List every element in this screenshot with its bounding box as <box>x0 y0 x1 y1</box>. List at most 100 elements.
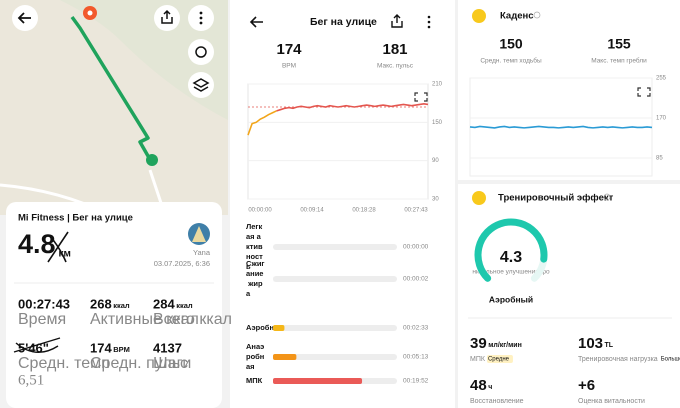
zone-bar <box>273 378 363 384</box>
badge-bg <box>659 355 680 363</box>
cadence-icon <box>472 9 486 23</box>
stat-value: 5'46" <box>18 340 49 355</box>
x-tick-label: 00:27:43 <box>404 208 428 214</box>
y-tick-label: 210 <box>432 82 443 88</box>
data-line <box>469 125 653 129</box>
training-title: Тренировочный эффект <box>498 193 614 204</box>
stat-value: 268 <box>90 296 112 311</box>
route <box>70 15 154 164</box>
training-score: 4.3 <box>500 249 522 266</box>
training-type: Аэробный <box>489 294 533 304</box>
zone-bar <box>273 325 285 331</box>
start-pin-dot <box>87 10 93 16</box>
training-panel <box>458 184 680 408</box>
y-tick-label: 90 <box>432 158 439 164</box>
stat-value: 174 <box>90 340 112 355</box>
locate-button[interactable] <box>188 39 214 65</box>
training-icon <box>472 191 486 205</box>
stat-label: Восстановление <box>470 398 524 405</box>
y-tick-label: 170 <box>656 116 667 122</box>
x-tick-label: 00:18:28 <box>352 208 376 214</box>
zone-name: Легк ая а ктив ност ь <box>246 222 263 271</box>
scribble <box>47 231 69 263</box>
zone-bar <box>273 354 297 360</box>
cadence-avg-label: Средн. темп ходьбы <box>480 57 542 65</box>
stat-label: Время <box>18 311 66 328</box>
icon <box>199 11 203 25</box>
info-icon[interactable] <box>603 193 611 201</box>
zone-track <box>273 325 397 331</box>
cadence-avg: 150 <box>499 36 523 52</box>
icon <box>161 9 173 24</box>
expand-button[interactable] <box>414 92 428 102</box>
zone-name: Сжиг ание жир а <box>246 259 265 298</box>
scribble <box>13 337 61 353</box>
badge: Средне <box>488 357 510 363</box>
heart-panel <box>230 0 455 408</box>
finish-pin <box>146 154 158 166</box>
distance-unit: км <box>59 249 71 260</box>
gauge-value <box>474 218 548 282</box>
icon <box>195 46 207 58</box>
stat-label: Тренировочная нагрузка <box>578 356 658 363</box>
x-tick-label: 00:09:14 <box>300 208 324 214</box>
share-button[interactable] <box>391 14 403 28</box>
distance: 4.8 <box>18 229 56 259</box>
stat-unit: ккал <box>176 301 193 310</box>
page-title: Бег на улице <box>310 16 377 28</box>
date: 03.07.2025, 6:36 <box>154 259 210 268</box>
x-tick-label: 00:00:00 <box>248 208 272 214</box>
expand-button[interactable] <box>637 87 651 97</box>
training-caption: нительное улучшение фо <box>472 269 550 276</box>
stat-unit: BPM <box>113 345 130 354</box>
stat-label: Средн. пульс <box>90 355 188 372</box>
back-button[interactable] <box>249 16 263 28</box>
stat-unit: мл/кг/мин <box>488 342 522 349</box>
badge: Большой <box>661 356 680 363</box>
y-tick-label: 85 <box>656 156 663 162</box>
stat-unit: TL <box>605 342 614 349</box>
layers-button[interactable] <box>188 72 214 98</box>
max-heart-label: Макс. пульс <box>377 63 414 70</box>
cadence-max-label: Макс. темп гребли <box>591 57 647 65</box>
handwritten-note: 6,51 <box>18 372 44 388</box>
zone-track <box>273 276 397 282</box>
user-name: Yana <box>193 248 211 257</box>
stat-label: Средн. темп <box>18 355 110 372</box>
stat-value: 103 <box>578 335 603 352</box>
y-tick-label: 150 <box>432 120 443 126</box>
stat-label: Оценка витальности <box>578 398 645 405</box>
cadence-max: 155 <box>607 36 631 52</box>
badge-bg <box>486 355 513 363</box>
zone-time: 00:19:52 <box>403 378 429 385</box>
cadence-title: Каденс <box>500 11 534 22</box>
zone-track <box>273 244 397 250</box>
icon <box>192 78 210 92</box>
stat-value: 00:27:43 <box>18 296 70 311</box>
stat-value: 4137 <box>153 340 182 355</box>
icon <box>17 12 31 24</box>
zone-name: МПК <box>246 376 263 385</box>
zone-track <box>273 354 397 360</box>
stat-label: Шаги <box>153 355 191 372</box>
info-icon[interactable] <box>533 11 541 19</box>
run-card <box>6 202 222 408</box>
avg-heart-unit: BPM <box>282 63 296 70</box>
avg-heart: 174 <box>276 41 302 58</box>
y-tick-label: 255 <box>656 76 667 82</box>
zone-time: 00:02:33 <box>403 325 429 332</box>
app-title: Mi Fitness | Бег на улице <box>18 213 133 224</box>
avatar-art <box>192 226 206 242</box>
stat-value: 284 <box>153 296 175 311</box>
zone-time: 00:00:00 <box>403 244 429 251</box>
stat-unit: ч <box>488 384 492 391</box>
more-button[interactable] <box>427 15 431 29</box>
y-tick-label: 30 <box>432 197 439 203</box>
data-line <box>247 110 277 136</box>
zone-time: 00:05:13 <box>403 354 429 361</box>
stat-value: 39 <box>470 335 487 352</box>
stat-label: Активные ккал <box>90 311 199 328</box>
cadence-panel <box>458 0 680 180</box>
zone-name: Аэробная <box>246 323 283 332</box>
